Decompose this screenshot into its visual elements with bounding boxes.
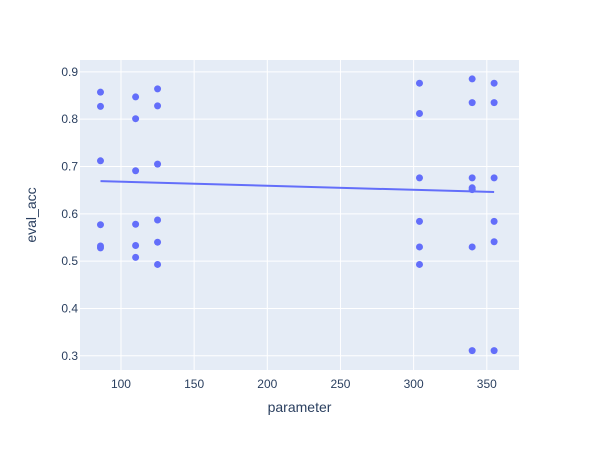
y-tick-label: 0.3: [61, 349, 78, 363]
x-tick-labels: 100 150 200 250 300 350: [111, 377, 497, 391]
data-point[interactable]: [490, 99, 498, 107]
data-point[interactable]: [490, 79, 498, 87]
x-axis-title: parameter: [268, 399, 332, 415]
data-point[interactable]: [132, 220, 140, 228]
y-tick-label: 0.4: [61, 301, 78, 315]
x-tick-label: 300: [404, 377, 424, 391]
x-tick-label: 350: [477, 377, 497, 391]
data-point[interactable]: [132, 167, 140, 175]
data-point[interactable]: [154, 238, 162, 246]
data-point[interactable]: [132, 115, 140, 123]
data-point[interactable]: [154, 160, 162, 168]
y-tick-label: 0.8: [61, 112, 78, 126]
data-point[interactable]: [154, 102, 162, 110]
data-point[interactable]: [415, 243, 423, 251]
data-point[interactable]: [96, 102, 104, 110]
data-point[interactable]: [96, 221, 104, 229]
plot-area: [80, 60, 519, 370]
data-point[interactable]: [415, 174, 423, 182]
data-point[interactable]: [468, 174, 476, 182]
grid-lines: [80, 60, 519, 370]
data-point[interactable]: [468, 186, 476, 194]
x-tick-label: 100: [111, 377, 131, 391]
data-point[interactable]: [132, 242, 140, 250]
data-point[interactable]: [468, 75, 476, 83]
data-point[interactable]: [132, 253, 140, 261]
data-point[interactable]: [96, 244, 104, 252]
data-point[interactable]: [154, 216, 162, 224]
data-point[interactable]: [468, 243, 476, 251]
data-point[interactable]: [415, 109, 423, 117]
data-point[interactable]: [468, 99, 476, 107]
y-tick-label: 0.5: [61, 254, 78, 268]
data-point[interactable]: [490, 174, 498, 182]
data-point[interactable]: [154, 85, 162, 93]
x-tick-label: 200: [257, 377, 277, 391]
data-point[interactable]: [132, 93, 140, 101]
data-point[interactable]: [415, 260, 423, 268]
y-axis-title: eval_acc: [23, 187, 39, 242]
data-point[interactable]: [490, 347, 498, 355]
data-point[interactable]: [96, 88, 104, 96]
x-tick-label: 250: [330, 377, 350, 391]
y-tick-label: 0.6: [61, 207, 78, 221]
y-tick-label: 0.9: [61, 65, 78, 79]
data-points: [96, 75, 498, 355]
data-point[interactable]: [490, 217, 498, 225]
data-point[interactable]: [154, 260, 162, 268]
y-tick-label: 0.7: [61, 159, 78, 173]
data-point[interactable]: [415, 79, 423, 87]
trendline: [100, 180, 495, 194]
trendline-layer: [100, 180, 495, 194]
data-point[interactable]: [415, 217, 423, 225]
data-point[interactable]: [96, 157, 104, 165]
data-point[interactable]: [468, 347, 476, 355]
x-tick-label: 150: [184, 377, 204, 391]
y-tick-labels: 0.3 0.4 0.5 0.6 0.7 0.8 0.9: [61, 65, 78, 363]
data-point[interactable]: [490, 238, 498, 246]
